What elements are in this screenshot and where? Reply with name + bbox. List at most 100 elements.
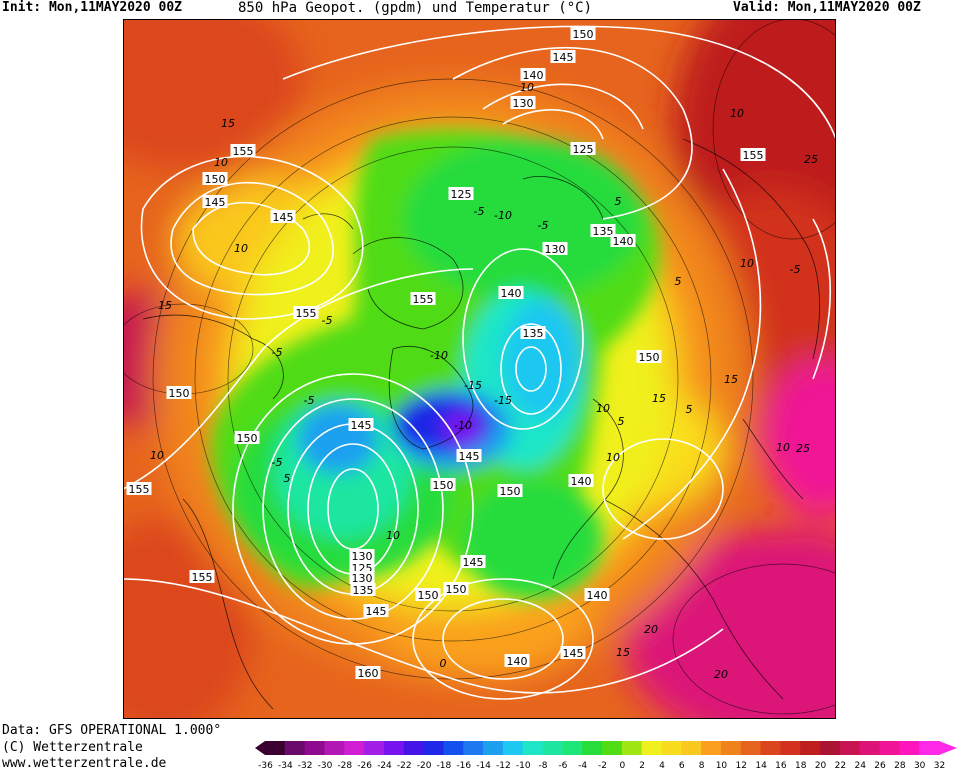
svg-text:130: 130 bbox=[352, 572, 373, 585]
colorbar-swatch bbox=[502, 741, 524, 755]
chart-title: 850 hPa Geopot. (gpdm) und Temperatur (°… bbox=[238, 0, 593, 16]
svg-text:145: 145 bbox=[459, 450, 480, 463]
temperature-label: 15 bbox=[616, 646, 630, 659]
valid-time: Valid: Mon,11MAY2020 00Z bbox=[733, 0, 921, 15]
init-time: Init: Mon,11MAY2020 00Z bbox=[2, 0, 183, 15]
svg-text:130: 130 bbox=[352, 550, 373, 563]
geopotential-label: 125 bbox=[448, 187, 474, 201]
colorbar-swatch bbox=[582, 741, 603, 755]
temperature-label: 10 bbox=[234, 242, 248, 255]
colorbar-tick-label: -32 bbox=[298, 761, 313, 770]
svg-text:155: 155 bbox=[413, 293, 434, 306]
colorbar-tick-label: -22 bbox=[397, 761, 412, 770]
geopotential-label: 140 bbox=[584, 588, 610, 602]
colorbar-tick-label: -8 bbox=[539, 761, 548, 770]
svg-text:125: 125 bbox=[573, 143, 594, 156]
temperature-label: -15 bbox=[464, 379, 482, 392]
temperature-label: 10 bbox=[606, 451, 620, 464]
colorbar-swatch bbox=[284, 741, 306, 755]
svg-text:125: 125 bbox=[451, 188, 472, 201]
geopotential-label: 155 bbox=[230, 144, 256, 158]
svg-text:150: 150 bbox=[500, 485, 521, 498]
temperature-label: -10 bbox=[494, 209, 512, 222]
geopotential-label: 155 bbox=[410, 292, 436, 306]
colorbar-swatch bbox=[661, 741, 682, 755]
colorbar-tick-label: -30 bbox=[318, 761, 333, 770]
colorbar-swatch bbox=[919, 741, 940, 755]
svg-text:155: 155 bbox=[192, 571, 213, 584]
colorbar-tick-label: -2 bbox=[598, 761, 607, 770]
temperature-label: 5 bbox=[615, 195, 622, 208]
colorbar-tick-label: -12 bbox=[496, 761, 511, 770]
temperature-label: -5 bbox=[474, 205, 485, 218]
temperature-label: 0 bbox=[440, 657, 447, 670]
colorbar-swatch bbox=[562, 741, 583, 755]
colorbar-swatch bbox=[344, 741, 365, 755]
geopotential-label: 145 bbox=[456, 449, 482, 463]
colorbar-tick-label: 10 bbox=[716, 761, 728, 770]
weather-map: 150 145 140 130 125 155 150 145 145 125 135 140 130 1… bbox=[123, 19, 836, 719]
temperature-colorbar: -36 -34 -32 -30 -28 -26 -24 -22 -20 -18 -16 -14 -12-… bbox=[255, 741, 959, 774]
colorbar-swatch bbox=[265, 741, 286, 755]
svg-text:140: 140 bbox=[587, 589, 608, 602]
colorbar-swatch bbox=[304, 741, 325, 755]
geopotential-label: 145 bbox=[270, 210, 296, 224]
geopotential-label: 145 bbox=[202, 195, 228, 209]
temperature-label: 15 bbox=[724, 373, 738, 386]
colorbar-min-arrow bbox=[255, 741, 265, 755]
svg-text:150: 150 bbox=[433, 479, 454, 492]
svg-text:150: 150 bbox=[418, 589, 439, 602]
colorbar-tick-label: -14 bbox=[476, 761, 491, 770]
colorbar-swatch bbox=[364, 741, 385, 755]
temperature-label: -5 bbox=[538, 219, 549, 232]
svg-text:145: 145 bbox=[563, 647, 584, 660]
temperature-label: -5 bbox=[272, 346, 283, 359]
colorbar-tick-label: 24 bbox=[854, 761, 866, 770]
svg-text:130: 130 bbox=[513, 97, 534, 110]
colorbar-tick-label: 12 bbox=[736, 761, 747, 770]
svg-text:140: 140 bbox=[613, 235, 634, 248]
colorbar-swatch bbox=[681, 741, 702, 755]
temperature-label: -5 bbox=[272, 456, 283, 469]
colorbar-swatch bbox=[820, 741, 841, 755]
svg-text:140: 140 bbox=[523, 69, 544, 82]
temperature-label: 10 bbox=[214, 156, 228, 169]
geopotential-label: 140 bbox=[568, 474, 594, 488]
temperature-label: -15 bbox=[494, 394, 512, 407]
svg-text:150: 150 bbox=[205, 173, 226, 186]
geopotential-labels: 1501451401301251551501451451251351401301… bbox=[126, 27, 766, 680]
temperature-label: 10 bbox=[740, 257, 754, 270]
geopotential-label: 145 bbox=[550, 50, 576, 64]
temperature-label: -5 bbox=[322, 314, 333, 327]
temperature-label: 10 bbox=[730, 107, 744, 120]
colorbar-swatch bbox=[483, 741, 504, 755]
geopotential-label: 130 bbox=[510, 96, 536, 110]
svg-text:150: 150 bbox=[639, 351, 660, 364]
geopotential-label: 160 bbox=[355, 666, 381, 680]
copyright: (C) Wetterzentrale bbox=[2, 740, 143, 755]
colorbar-tick-label: -36 bbox=[258, 761, 273, 770]
svg-text:145: 145 bbox=[366, 605, 387, 618]
geopotential-label: 130 bbox=[349, 571, 375, 585]
colorbar-swatch bbox=[542, 741, 563, 755]
colorbar-swatch bbox=[800, 741, 821, 755]
svg-text:155: 155 bbox=[743, 149, 764, 162]
colorbar-tick-label: 32 bbox=[934, 761, 945, 770]
colorbar-swatch bbox=[383, 741, 405, 755]
temperature-label: 10 bbox=[386, 529, 400, 542]
temperature-label: 10 bbox=[596, 402, 610, 415]
colorbar-max-arrow bbox=[939, 741, 957, 755]
colorbar-swatch bbox=[522, 741, 544, 755]
temperature-label: 15 bbox=[158, 299, 172, 312]
colorbar-swatch bbox=[403, 741, 425, 755]
colorbar-swatch bbox=[463, 741, 484, 755]
geopotential-label: 150 bbox=[497, 484, 523, 498]
geopotential-label: 140 bbox=[498, 286, 524, 300]
temperature-label: 15 bbox=[221, 117, 235, 130]
colorbar-swatch bbox=[621, 741, 643, 755]
svg-text:160: 160 bbox=[358, 667, 379, 680]
colorbar-swatch bbox=[324, 741, 345, 755]
temperature-label: -5 bbox=[790, 263, 801, 276]
colorbar-tick-label: -34 bbox=[278, 761, 293, 770]
